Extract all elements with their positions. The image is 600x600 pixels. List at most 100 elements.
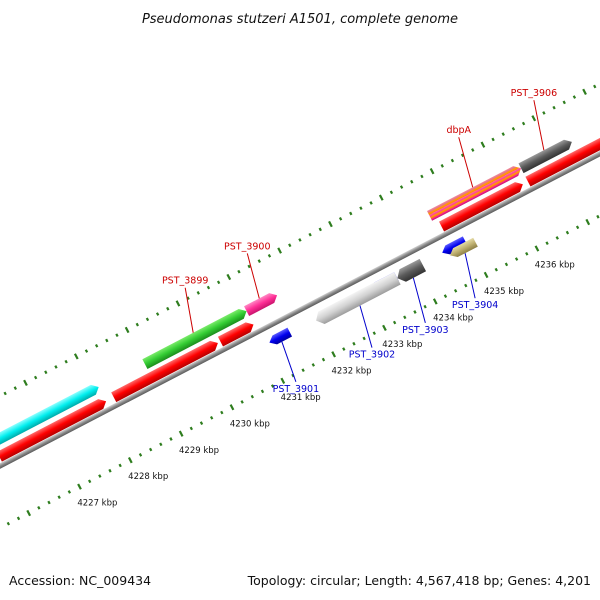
minor-tick	[521, 121, 526, 126]
minor-tick	[410, 179, 414, 184]
gene-arrow-pst_3904[interactable]	[448, 237, 478, 260]
minor-tick	[552, 105, 556, 110]
genome-summary-text: Topology: circular; Length: 4,567,418 bp…	[247, 573, 591, 588]
minor-tick	[501, 132, 505, 136]
gene-label-pst_3900[interactable]: PST_3900	[224, 241, 271, 252]
gene-track	[142, 137, 574, 369]
gene-label-pst_3904[interactable]: PST_3904	[452, 300, 499, 311]
minor-tick	[159, 442, 163, 447]
minor-tick	[196, 291, 200, 295]
major-tick	[429, 168, 435, 175]
minor-tick	[349, 211, 353, 216]
major-tick	[226, 273, 232, 281]
minor-tick	[372, 331, 376, 335]
tick-label: 4228 kbp	[128, 472, 168, 482]
tick-label: 4227 kbp	[77, 499, 117, 509]
minor-tick	[311, 363, 315, 367]
gene-leader-line	[464, 253, 476, 299]
major-tick	[328, 220, 333, 228]
gene-label-pst_3902[interactable]: PST_3902	[349, 350, 396, 361]
minor-tick	[298, 238, 302, 242]
context-gene-arrow	[0, 384, 99, 448]
tick-label: 4230 kbp	[230, 419, 270, 429]
gene-label-pst_3906[interactable]: PST_3906	[511, 88, 558, 99]
minor-tick	[342, 347, 346, 351]
context-gene-arrow	[525, 110, 600, 187]
gene-leader-line	[281, 341, 297, 382]
minor-tick	[399, 185, 404, 189]
minor-tick	[33, 375, 38, 380]
minor-tick	[47, 500, 51, 505]
minor-tick	[169, 437, 173, 441]
gene-leader-line	[184, 287, 194, 333]
major-tick	[280, 377, 286, 384]
gene-arrow-dbpa[interactable]	[426, 163, 524, 221]
major-tick	[382, 324, 387, 332]
minor-tick	[460, 153, 465, 158]
major-tick	[331, 351, 336, 358]
minor-tick	[453, 288, 458, 293]
major-tick	[175, 300, 181, 307]
context-gene-arrow	[217, 322, 254, 347]
minor-tick	[504, 262, 509, 267]
minor-tick	[596, 214, 600, 219]
minor-tick	[98, 474, 102, 478]
minor-tick	[148, 447, 153, 452]
minor-tick	[209, 415, 214, 420]
minor-tick	[562, 100, 566, 105]
minor-tick	[270, 384, 275, 388]
minor-tick	[443, 294, 448, 298]
gene-label-pst_3899[interactable]: PST_3899	[162, 276, 209, 287]
minor-tick	[237, 269, 241, 274]
gene-arrow-pst_3901[interactable]	[267, 327, 293, 347]
major-tick	[432, 298, 438, 305]
major-tick	[585, 218, 591, 226]
minor-tick	[288, 243, 292, 248]
gene-leader-line	[458, 137, 474, 188]
minor-tick	[514, 257, 519, 261]
gene-arrow-pst_3902[interactable]	[313, 272, 401, 327]
gene-label-pst_3901[interactable]: PST_3901	[273, 384, 320, 395]
minor-tick	[369, 201, 373, 205]
minor-tick	[6, 521, 11, 526]
minor-tick	[494, 267, 498, 272]
gene-leader-line	[533, 100, 545, 151]
minor-tick	[250, 394, 254, 399]
gene-arrow-pst_3906[interactable]	[518, 137, 574, 174]
gene-label-pst_3903[interactable]: PST_3903	[402, 325, 449, 336]
minor-tick	[525, 251, 529, 256]
minor-tick	[420, 174, 424, 179]
minor-tick	[220, 410, 224, 415]
minor-tick	[199, 421, 204, 425]
gene-arrow-pst_3899[interactable]	[142, 306, 249, 369]
minor-tick	[389, 190, 394, 195]
minor-tick	[565, 230, 570, 235]
minor-tick	[545, 241, 549, 246]
label-overlay: 4227 kbp 4228 kbp 4229 kbp 4230 kbp 4231 kbp…	[77, 88, 574, 509]
context-gene-arrow	[439, 182, 523, 232]
minor-tick	[54, 365, 58, 369]
minor-tick	[392, 320, 397, 325]
major-tick	[73, 353, 79, 360]
major-tick	[178, 430, 184, 437]
major-tick	[77, 483, 82, 490]
gene-arrow-pst_3903[interactable]	[394, 258, 427, 285]
gene-arrow-pst_3900[interactable]	[244, 290, 280, 317]
minor-tick	[189, 426, 193, 431]
major-tick	[534, 245, 540, 252]
minor-tick	[206, 285, 211, 290]
tick-label: 4231 kbp	[281, 393, 321, 403]
minor-tick	[260, 389, 265, 394]
minor-tick	[240, 400, 244, 404]
major-tick	[378, 194, 384, 201]
gene-label-dbpa[interactable]: dbpA	[446, 125, 471, 136]
minor-tick	[318, 227, 322, 232]
minor-tick	[464, 283, 468, 288]
tick-label: 4229 kbp	[179, 446, 219, 456]
minor-tick	[64, 359, 68, 364]
minor-tick	[301, 368, 305, 373]
minor-tick	[105, 338, 109, 343]
context-gene-arrow	[0, 399, 107, 462]
